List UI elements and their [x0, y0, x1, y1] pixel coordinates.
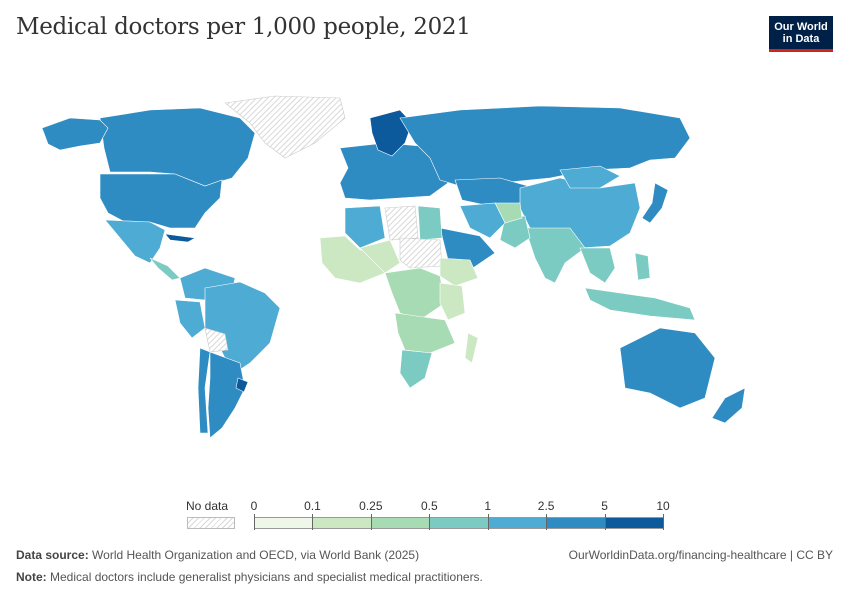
- legend-bin-3[interactable]: [429, 517, 488, 529]
- country-madagascar[interactable]: [464, 332, 479, 364]
- country-australia[interactable]: [619, 327, 716, 409]
- country-algeria[interactable]: [344, 205, 386, 249]
- footer-url[interactable]: OurWorldinData.org/financing-healthcare …: [568, 548, 833, 562]
- legend-bin-1[interactable]: [312, 517, 371, 529]
- legend-tick-mark: [546, 514, 548, 530]
- legend-tick-label: 0.5: [420, 499, 438, 513]
- country-central-africa[interactable]: [384, 267, 446, 321]
- country-alaska[interactable]: [41, 117, 109, 151]
- owid-logo[interactable]: Our World in Data: [769, 16, 833, 52]
- note-label: Note:: [16, 570, 47, 584]
- country-egypt[interactable]: [417, 205, 443, 241]
- country-sudan[interactable]: [399, 237, 443, 269]
- legend-bin-4[interactable]: [487, 517, 547, 529]
- country-southern-africa[interactable]: [394, 312, 456, 354]
- country-cuba[interactable]: [164, 233, 196, 243]
- country-philippines[interactable]: [634, 252, 651, 281]
- source-label: Data source:: [16, 548, 89, 562]
- country-bolivia[interactable]: [204, 327, 229, 353]
- legend-tick-mark: [312, 514, 314, 530]
- legend-tick-label: 1: [484, 499, 492, 513]
- country-central-america[interactable]: [149, 257, 181, 281]
- country-canada[interactable]: [99, 107, 256, 187]
- country-mongolia[interactable]: [559, 165, 621, 189]
- chart-title: Medical doctors per 1,000 people, 2021: [16, 14, 471, 40]
- legend-no-data-label: No data: [186, 499, 229, 513]
- legend-tick-label: 5: [601, 499, 608, 513]
- legend-tick-mark: [370, 514, 372, 530]
- country-russia[interactable]: [399, 105, 691, 187]
- legend-tick-label: 2.5: [537, 499, 555, 513]
- country-greenland[interactable]: [224, 95, 346, 159]
- country-east-africa[interactable]: [439, 282, 466, 321]
- legend-tick-label: 10: [656, 499, 670, 513]
- legend-bin-0[interactable]: [254, 517, 313, 529]
- legend-bin-5[interactable]: [546, 517, 605, 529]
- country-chile[interactable]: [197, 347, 211, 434]
- legend-tick-mark: [487, 514, 489, 530]
- country-europe[interactable]: [339, 142, 449, 201]
- legend-tick-mark: [663, 514, 664, 530]
- country-united-states[interactable]: [99, 173, 223, 229]
- logo-line-1: Our World: [774, 21, 828, 33]
- country-sahel[interactable]: [359, 239, 401, 274]
- country-argentina[interactable]: [207, 351, 246, 439]
- source-text: World Health Organization and OECD, via …: [92, 548, 420, 562]
- legend-tick-mark: [429, 514, 431, 530]
- world-map[interactable]: [0, 88, 850, 468]
- note-text: Medical doctors include generalist physi…: [50, 570, 483, 584]
- legend-tick-label: 0: [250, 499, 258, 513]
- legend-tick-label: 0.1: [304, 499, 321, 513]
- country-mexico[interactable]: [104, 219, 166, 264]
- legend-tick-mark: [604, 514, 606, 530]
- country-india[interactable]: [524, 227, 586, 284]
- country-uruguay[interactable]: [235, 377, 249, 393]
- country-scandinavia[interactable]: [369, 109, 413, 157]
- legend-tick-mark: [254, 514, 255, 530]
- footer-source: Data source: World Health Organization a…: [16, 548, 419, 562]
- country-japan[interactable]: [641, 182, 669, 224]
- country-ethiopia[interactable]: [439, 257, 479, 287]
- country-libya[interactable]: [384, 205, 419, 241]
- country-peru[interactable]: [174, 299, 206, 339]
- country-indonesia[interactable]: [584, 287, 696, 321]
- footer-note: Note: Medical doctors include generalist…: [16, 570, 483, 584]
- legend-no-data-swatch: [187, 517, 235, 529]
- country-iran[interactable]: [459, 202, 506, 239]
- country-south-africa[interactable]: [399, 349, 433, 389]
- legend-bin-2[interactable]: [370, 517, 430, 529]
- country-southeast-asia[interactable]: [579, 247, 616, 284]
- legend-tick-label: 0.25: [359, 499, 383, 513]
- logo-line-2: in Data: [782, 33, 820, 45]
- country-new-zealand[interactable]: [711, 387, 746, 424]
- legend-bin-6[interactable]: [604, 517, 663, 529]
